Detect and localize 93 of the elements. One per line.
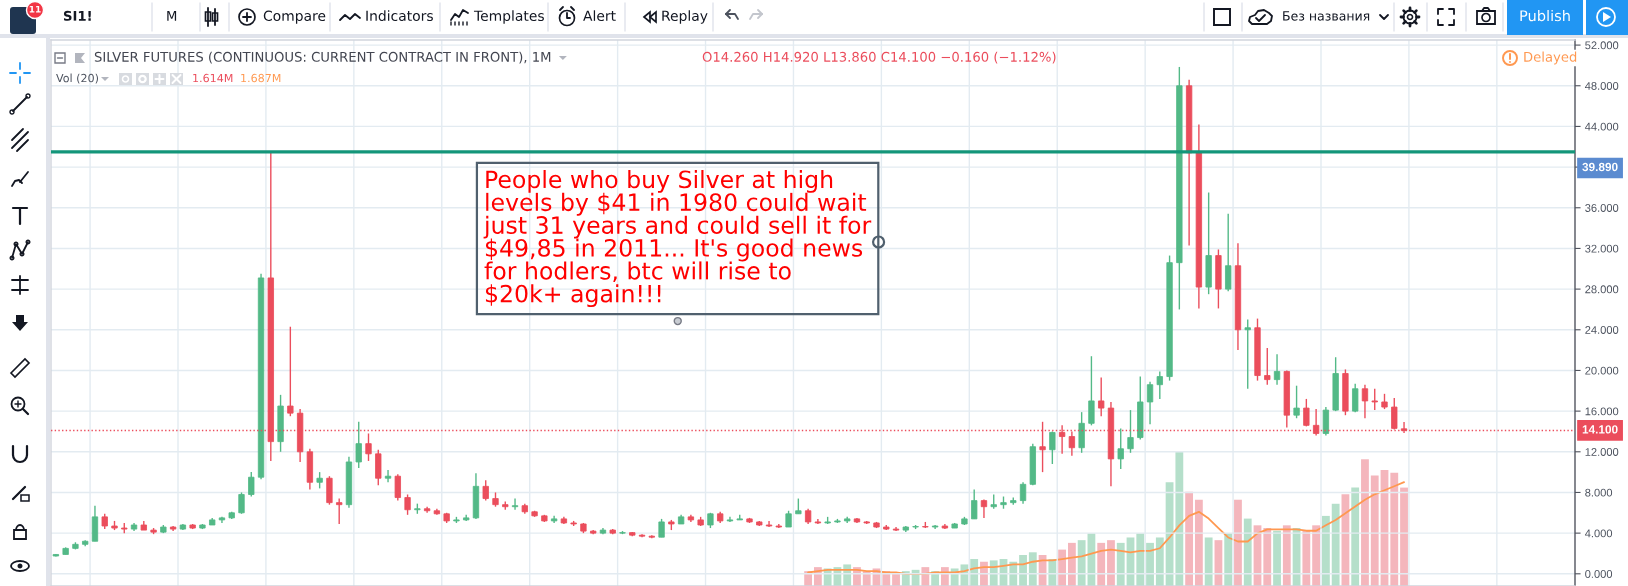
annotation: 1.687M (241, 73, 281, 83)
bar (1204, 537, 1213, 586)
annotation: Delayed (1524, 51, 1577, 65)
bar (1194, 499, 1203, 586)
text: Indicators (366, 10, 433, 22)
text: M (167, 11, 177, 21)
candlestick (511, 497, 519, 511)
y-tick-label: 4.000 (1584, 529, 1613, 538)
bar (1097, 542, 1106, 586)
y-tick-label: 20.000 (1585, 366, 1619, 375)
bar (1370, 475, 1379, 586)
candlestick (1371, 388, 1378, 411)
candlestick (482, 479, 489, 502)
bar (1234, 499, 1242, 586)
candlestick (1322, 406, 1330, 437)
bar (1067, 542, 1076, 586)
y-tick-label: 8.000 (1585, 488, 1613, 497)
bar (1136, 533, 1145, 586)
candlestick (658, 518, 665, 538)
candlestick (1117, 427, 1124, 470)
candlestick (1293, 385, 1300, 419)
y-tick-label: 16.000 (1585, 407, 1619, 416)
text: Templates (473, 10, 544, 24)
candlestick (1127, 409, 1134, 454)
text: SI1! (63, 10, 91, 21)
bar (1028, 552, 1037, 586)
bar (1019, 554, 1027, 586)
bar (1224, 533, 1233, 586)
candlestick (404, 493, 411, 516)
y-tick-label: 0.000 (1585, 570, 1613, 578)
bar (1400, 487, 1408, 586)
y-tick-label: 28.000 (1585, 285, 1619, 294)
y-tick-label: 24.000 (1585, 326, 1619, 334)
candlestick (1264, 347, 1271, 386)
bar (1185, 491, 1194, 586)
candlestick (1361, 383, 1369, 419)
bar (1058, 549, 1067, 586)
text: Alert (583, 10, 616, 22)
bar (1351, 487, 1360, 586)
candlestick (1098, 376, 1105, 417)
y-tick-label: 52.000 (1585, 41, 1619, 50)
annotation: People who buy Silver at high levels by $41 in 1980 could wait just 31 years and could sell it for $49,85 in 2011... It's good news for hodlers, btc will rise to $20k+ again!!! (483, 170, 872, 308)
candlestick (1156, 370, 1163, 400)
bar (1263, 528, 1272, 586)
candlestick (1049, 430, 1056, 465)
candlestick (1088, 355, 1095, 427)
bar (1116, 542, 1125, 586)
candlestick (248, 471, 255, 498)
bar (1282, 525, 1291, 586)
candlestick (287, 326, 294, 417)
candlestick (238, 491, 245, 515)
text: O14.260 H14.920 L13.860 C14.100 −0.160 (−1.12%) (702, 51, 1056, 64)
candlestick (365, 432, 372, 462)
bar (1175, 451, 1184, 586)
bar (1302, 530, 1311, 586)
bar (1361, 459, 1369, 586)
annotation: Vol (20) (56, 73, 99, 84)
candlestick (384, 469, 392, 483)
candlestick (971, 488, 978, 520)
text: Publish (1520, 9, 1570, 22)
text: 11 (29, 5, 41, 13)
bar (1390, 472, 1399, 586)
bar (1146, 542, 1154, 586)
candlestick (394, 473, 401, 502)
candlestick (1146, 380, 1154, 426)
bar (1243, 518, 1252, 586)
candlestick (1273, 353, 1281, 386)
annotation: 1.614M (193, 73, 233, 83)
bar (1312, 525, 1321, 586)
bar (1273, 530, 1281, 586)
bar (1321, 515, 1330, 586)
bar (1155, 537, 1164, 586)
text: Compare (263, 10, 326, 24)
candlestick (1352, 382, 1359, 413)
bar (1077, 540, 1086, 586)
candlestick (1019, 481, 1027, 505)
y-tick-label: 36.000 (1585, 204, 1619, 212)
text: 39.890 (1582, 162, 1618, 172)
y-tick-label: 12.000 (1585, 448, 1619, 456)
ref-line-label: 14.100 (1582, 425, 1618, 434)
text: Replay (662, 10, 708, 24)
candlestick (1303, 398, 1310, 428)
candlestick (1244, 318, 1251, 390)
y-tick-label: 44.000 (1584, 122, 1619, 131)
candlestick (1225, 213, 1232, 292)
y-tick-label: 48.000 (1584, 82, 1619, 90)
text: SILVER FUTURES (CONTINUOUS: CURRENT CONTRACT IN FRONT), 1M (94, 51, 551, 64)
candlestick (355, 421, 362, 469)
bar (1107, 540, 1115, 586)
y-tick-label: 32.000 (1585, 244, 1619, 253)
bar (1331, 503, 1340, 586)
candlestick (336, 497, 343, 525)
text: Без названия (1283, 11, 1370, 21)
